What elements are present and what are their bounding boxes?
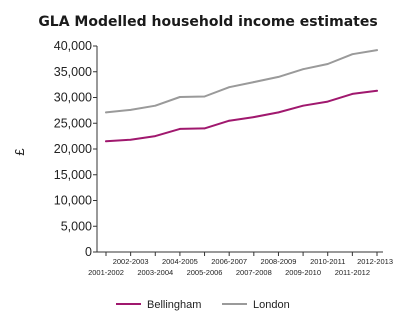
y-tick-label: 0	[85, 245, 92, 259]
x-tick-label: 2012-2013	[357, 257, 393, 266]
x-tick-label: 2003-2004	[137, 268, 173, 277]
data-point	[105, 140, 107, 143]
legend-label: Bellingham	[147, 299, 201, 311]
x-tick-label: 2010-2011	[310, 257, 345, 266]
data-point	[277, 76, 280, 78]
data-point	[228, 119, 231, 122]
x-tick-label: 2007-2008	[236, 268, 272, 277]
data-point	[252, 81, 255, 83]
data-point	[326, 63, 329, 65]
y-tick-label: 40,000	[54, 39, 92, 53]
legend-label: London	[253, 299, 290, 311]
y-tick-label: 30,000	[54, 91, 92, 105]
data-point	[302, 104, 304, 107]
x-tick-label: 2001-2002	[88, 268, 124, 277]
data-point	[351, 53, 354, 56]
y-tick-label: 20,000	[54, 142, 92, 156]
legend-item-bellingham: Bellingham	[116, 299, 201, 311]
y-axis-label: £	[12, 148, 27, 156]
data-point	[129, 138, 132, 141]
data-point	[203, 95, 206, 98]
x-tick-label: 2011-2012	[335, 268, 370, 277]
data-point	[154, 104, 157, 107]
y-tick-label: 15,000	[54, 168, 92, 182]
data-point	[129, 108, 132, 111]
x-tick-label: 2004-2005	[162, 257, 198, 266]
y-tick-label: 5,000	[61, 219, 92, 233]
legend-item-london: London	[222, 299, 290, 311]
data-point	[376, 89, 378, 92]
series-london	[105, 49, 378, 114]
x-tick-label: 2006-2007	[211, 257, 247, 266]
data-point	[351, 92, 354, 95]
data-point	[228, 86, 231, 89]
data-point	[252, 116, 255, 118]
data-point	[105, 111, 107, 114]
x-tick-label: 2005-2006	[187, 268, 223, 277]
chart-title: GLA Modelled household income estimates	[38, 14, 377, 30]
y-tick-label: 25,000	[54, 116, 92, 130]
x-tick-label: 2009-2010	[285, 268, 321, 277]
data-point	[376, 49, 378, 52]
legend: Bellingham London	[116, 299, 290, 311]
data-point	[326, 100, 329, 103]
y-tick-label: 10,000	[54, 194, 92, 208]
x-axis: 2001-2002 2002-2003 2003-2004 2004-2005 2005…	[88, 251, 393, 277]
series-line-bellingham	[105, 89, 378, 143]
data-point	[179, 96, 181, 98]
y-tick-label: 35,000	[54, 65, 92, 79]
data-point	[179, 128, 181, 130]
data-point	[277, 111, 280, 114]
data-point	[154, 135, 157, 138]
x-tick-label: 2002-2003	[113, 257, 149, 266]
data-point	[203, 127, 206, 130]
series-layer	[105, 49, 378, 143]
x-tick-label: 2008-2009	[261, 257, 297, 266]
series-bellingham	[105, 89, 378, 143]
series-line-london	[105, 49, 378, 114]
y-axis: 0 5,000 10,000 15,000 20,000 25,000 30,000 35,0…	[54, 39, 98, 259]
data-point	[302, 68, 304, 71]
